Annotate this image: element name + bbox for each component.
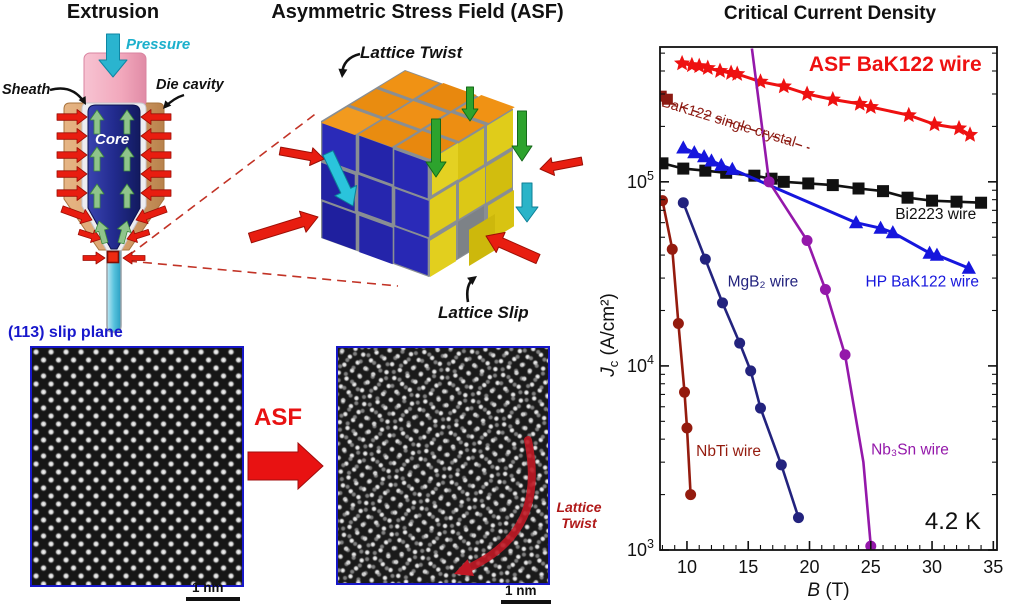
svg-text:NbTi wire: NbTi wire bbox=[696, 443, 761, 460]
svg-text:30: 30 bbox=[922, 557, 942, 577]
svg-text:BaK122 single crystal: BaK122 single crystal bbox=[660, 95, 798, 151]
svg-text:35: 35 bbox=[983, 557, 1003, 577]
tem-image-before bbox=[30, 346, 244, 587]
tem-lattice-after bbox=[338, 348, 548, 583]
svg-text:Bi2223 wire: Bi2223 wire bbox=[895, 206, 976, 223]
extrusion-diagram bbox=[49, 33, 185, 333]
svg-text:HP BaK122 wire: HP BaK122 wire bbox=[866, 274, 979, 291]
critical-current-density-chart: ASF BaK122 wire BaK122 single crystal Bi22… bbox=[600, 46, 1003, 601]
svg-text:10: 10 bbox=[677, 557, 697, 577]
svg-text:15: 15 bbox=[738, 557, 758, 577]
asf-cube-diagram bbox=[248, 52, 584, 303]
die-cavity-label: Die cavity bbox=[156, 77, 224, 93]
tem-image-after bbox=[336, 346, 550, 585]
svg-text:25: 25 bbox=[861, 557, 881, 577]
lattice-twist-annotation: Lattice Twist bbox=[556, 499, 602, 532]
core-label: Core bbox=[95, 131, 130, 148]
chart-title: Critical Current Density bbox=[723, 3, 937, 24]
scale-bar-label-before: 1 nm bbox=[192, 580, 224, 595]
scale-bar-label-after: 1 nm bbox=[505, 583, 537, 598]
lattice-twist-label: Lattice Twist bbox=[360, 43, 463, 62]
tem-lattice-before bbox=[32, 348, 242, 585]
sheath-label: Sheath bbox=[2, 82, 51, 98]
svg-text:MgB₂ wire: MgB₂ wire bbox=[728, 274, 799, 291]
svg-text:20: 20 bbox=[799, 557, 819, 577]
panel-title-asf: Asymmetric Stress Field (ASF) bbox=[271, 1, 564, 23]
svg-text:Nb₃Sn wire: Nb₃Sn wire bbox=[871, 442, 949, 459]
svg-text:104: 104 bbox=[627, 353, 654, 376]
panel-title-extrusion: Extrusion bbox=[66, 1, 160, 23]
scale-bar-after bbox=[501, 600, 551, 604]
svg-text:B (T): B (T) bbox=[807, 580, 849, 601]
svg-text:103: 103 bbox=[627, 537, 654, 560]
svg-text:4.2 K: 4.2 K bbox=[925, 508, 981, 535]
svg-text:105: 105 bbox=[627, 169, 654, 192]
scale-bar-before bbox=[186, 597, 240, 601]
pressure-label: Pressure bbox=[126, 36, 191, 53]
slip-plane-caption: (113) slip plane bbox=[8, 324, 123, 341]
lattice-slip-label: Lattice Slip bbox=[438, 303, 529, 322]
asf-arrow-label: ASF bbox=[254, 404, 302, 431]
svg-text:Jc (A/cm²): Jc (A/cm²) bbox=[600, 293, 621, 378]
svg-text:ASF BaK122 wire: ASF BaK122 wire bbox=[809, 53, 982, 76]
